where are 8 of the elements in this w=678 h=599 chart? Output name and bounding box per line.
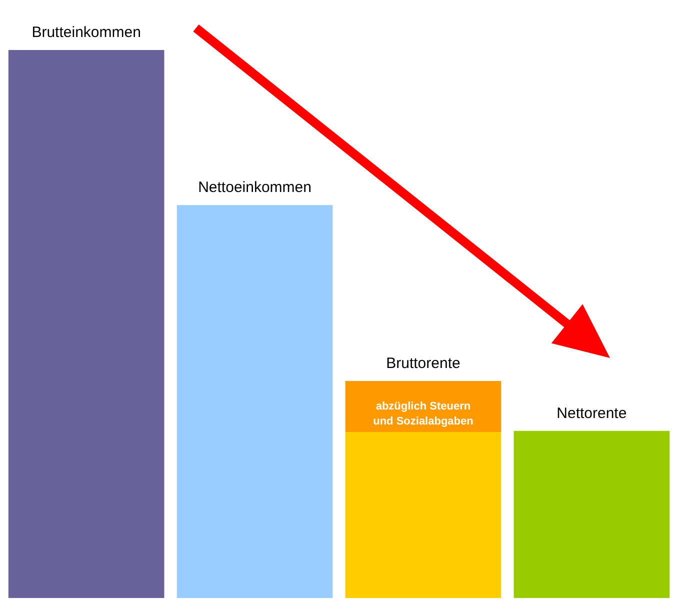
x-tick-label: Brutteinkommen — [32, 24, 141, 41]
bar — [514, 430, 670, 598]
bar — [8, 50, 164, 598]
annotation: abzüglich Steuern und Sozialabgaben — [373, 400, 474, 428]
x-tick-label: Bruttorente — [386, 354, 460, 372]
x-tick-label: Nettorente — [556, 404, 627, 422]
bar — [345, 432, 502, 598]
x-tick-label: Nettoeinkommen — [198, 179, 312, 196]
